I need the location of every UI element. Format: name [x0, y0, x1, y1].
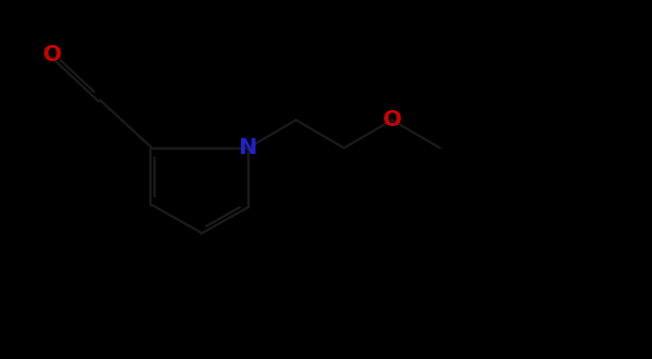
Text: O: O	[383, 110, 402, 130]
Text: N: N	[239, 138, 258, 158]
Text: O: O	[42, 45, 61, 65]
